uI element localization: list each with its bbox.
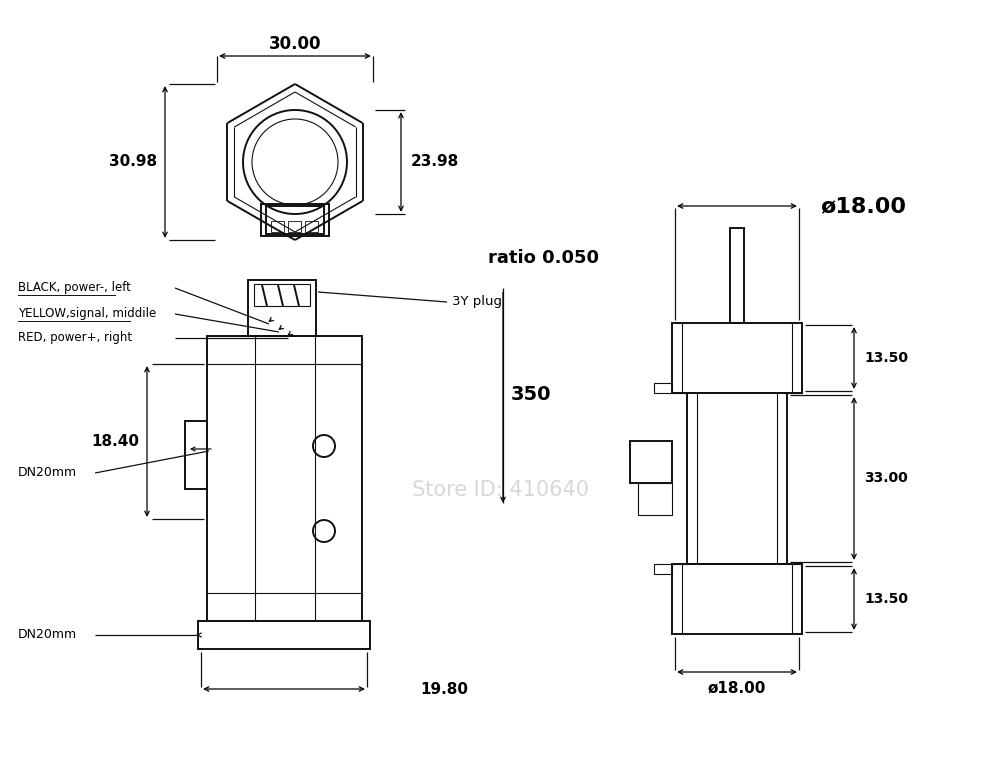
Text: ø18.00: ø18.00	[820, 196, 906, 216]
Text: 30.98: 30.98	[109, 154, 157, 170]
Text: BLACK, power-, left: BLACK, power-, left	[18, 282, 131, 295]
Text: 13.50: 13.50	[864, 351, 908, 365]
Bar	[672, 564, 802, 634]
Text: 3Y plug: 3Y plug	[452, 295, 502, 308]
Text: DN20mm: DN20mm	[18, 466, 77, 479]
Bar	[654, 564, 672, 574]
Text: 13.50: 13.50	[864, 592, 908, 606]
Text: 18.40: 18.40	[91, 434, 139, 448]
Bar	[271, 221, 284, 232]
Bar	[638, 483, 672, 515]
Text: RED, power+, right: RED, power+, right	[18, 332, 132, 345]
Bar	[630, 441, 672, 483]
Bar	[305, 221, 318, 232]
Bar	[261, 204, 329, 236]
Text: 33.00: 33.00	[864, 471, 908, 485]
Bar	[654, 383, 672, 393]
Bar	[254, 284, 310, 306]
Text: 30.00: 30.00	[269, 35, 321, 53]
Text: ø18.00: ø18.00	[708, 680, 766, 696]
Bar	[266, 206, 324, 234]
Bar	[248, 280, 316, 336]
Text: 19.80: 19.80	[420, 682, 468, 696]
Text: YELLOW,signal, middile: YELLOW,signal, middile	[18, 307, 156, 320]
Bar	[672, 323, 802, 393]
Text: ratio 0.050: ratio 0.050	[488, 249, 599, 267]
Bar	[288, 221, 301, 232]
Text: 23.98: 23.98	[411, 154, 459, 170]
Text: DN20mm: DN20mm	[18, 629, 77, 642]
Bar	[185, 421, 207, 489]
Bar	[687, 393, 787, 564]
Bar	[730, 228, 744, 323]
Text: 350: 350	[511, 386, 552, 405]
Bar	[198, 621, 370, 649]
Bar	[207, 336, 362, 621]
Text: Store ID: 410640: Store ID: 410640	[412, 480, 588, 500]
